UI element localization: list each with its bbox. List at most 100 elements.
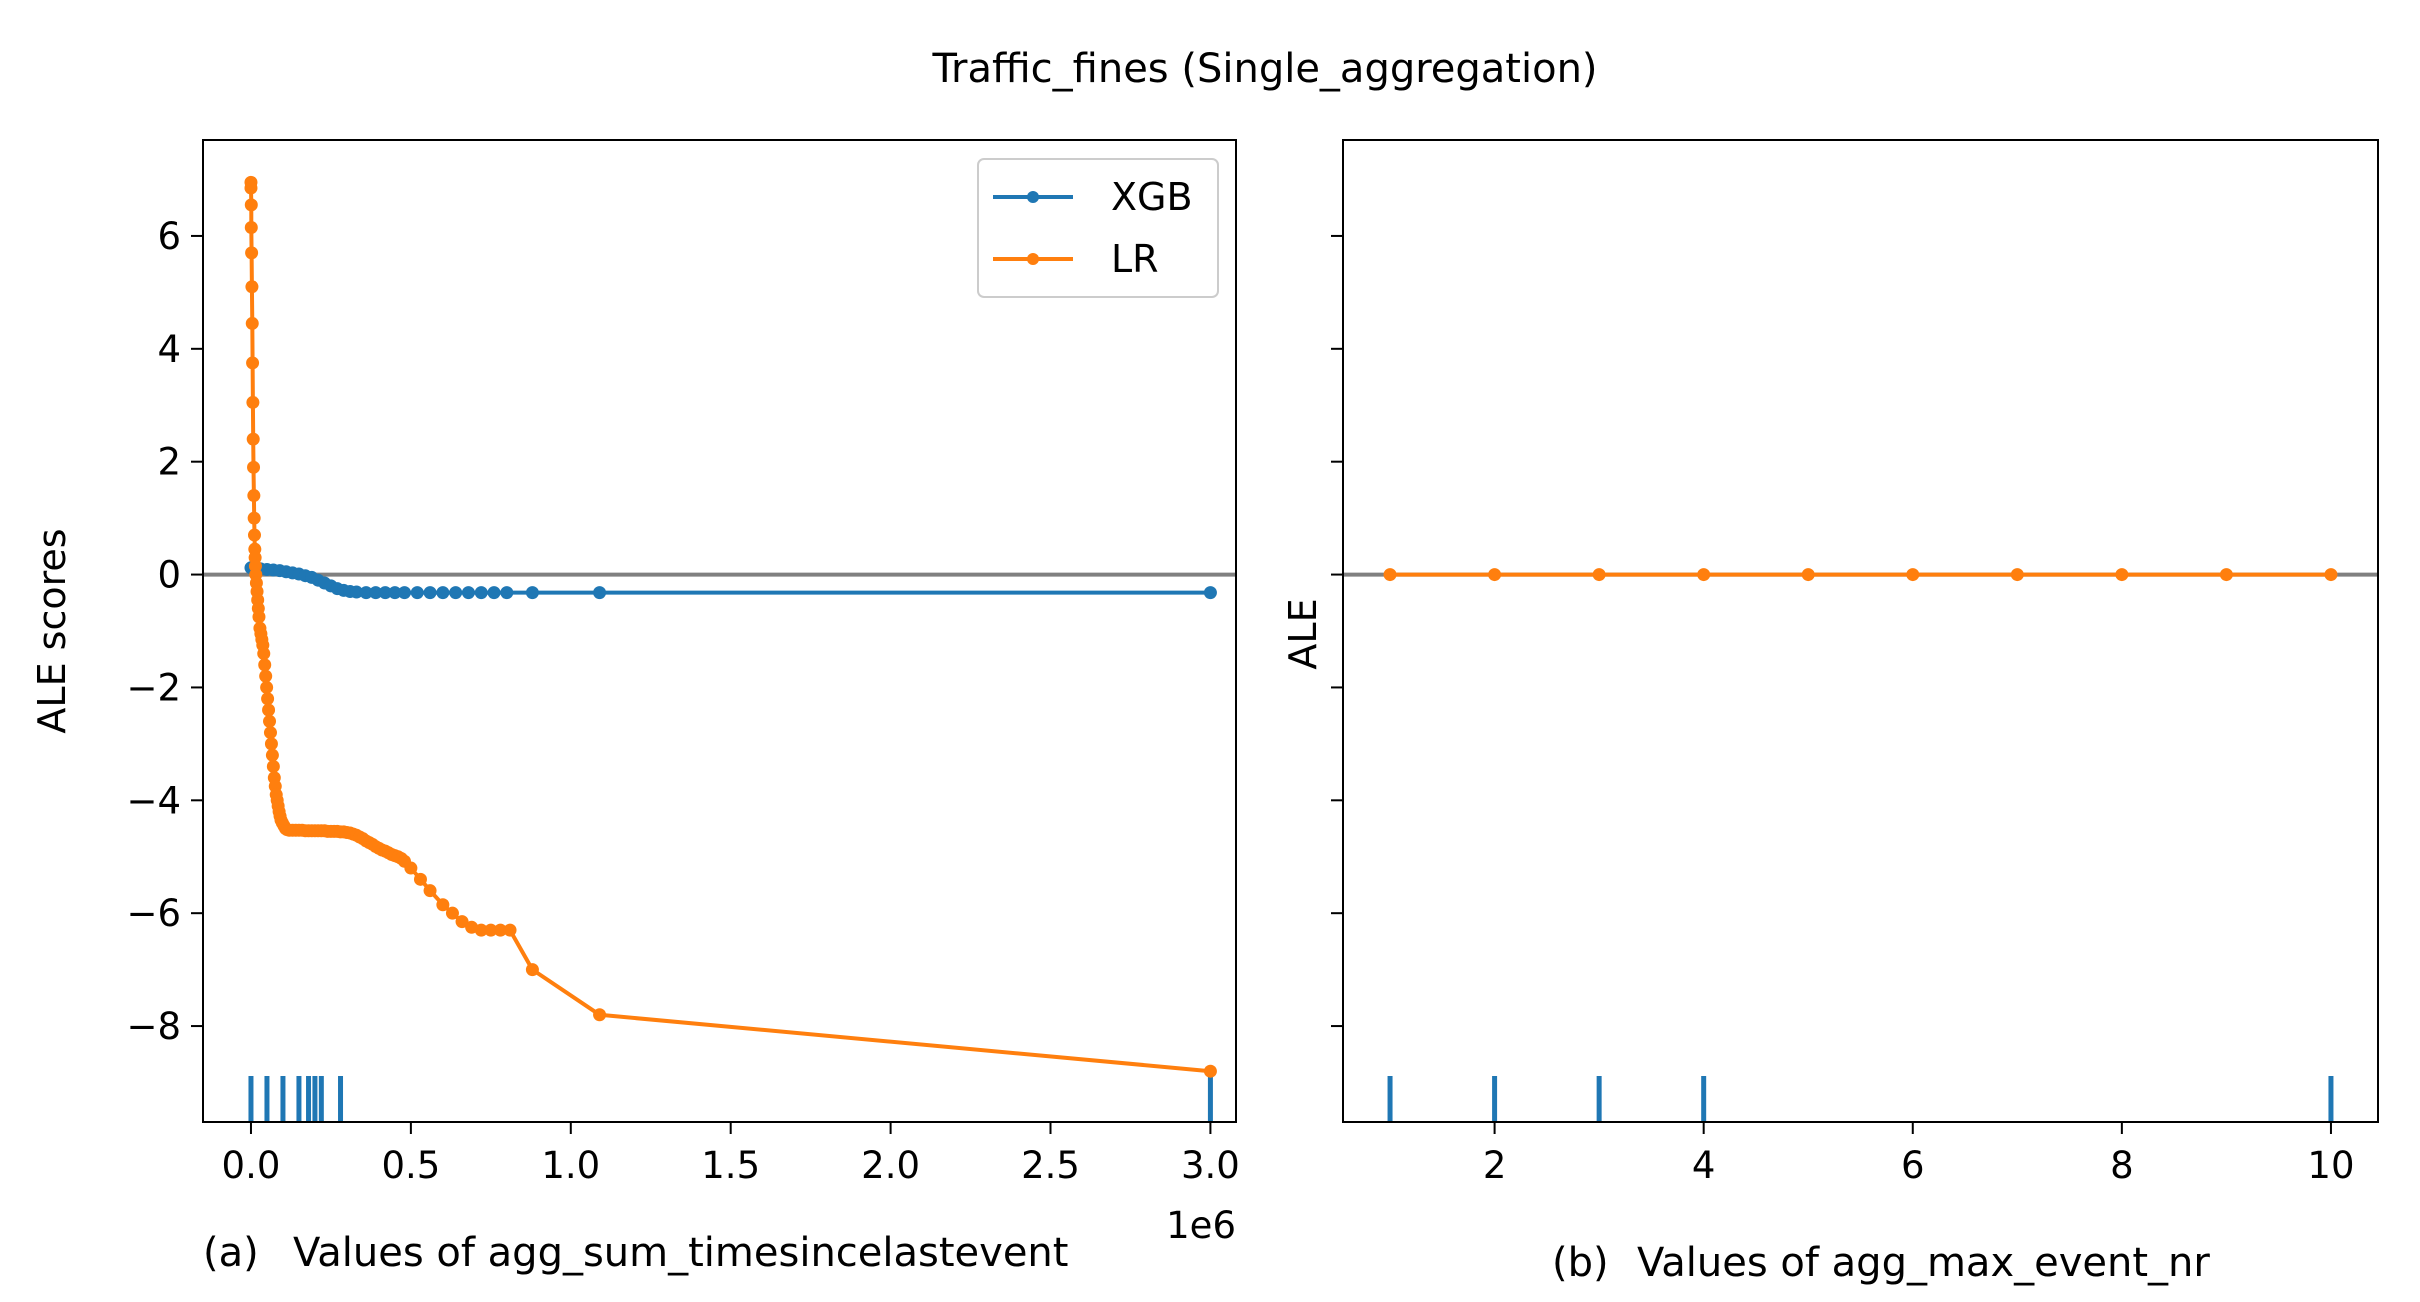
panel-a: 0.0 0.5 1.0 1.5 2.0 2.5 3.0 −8 −6 −4 −2 0 2 4 6 1e6 A… xyxy=(30,139,1240,1276)
point-lr-a-31 xyxy=(261,692,275,706)
x-tick-label-b-0: 2 xyxy=(1483,1144,1507,1187)
y-tick-label-a-2: −4 xyxy=(126,779,181,822)
rug-b xyxy=(1387,1076,2334,1122)
point-lr-a-2 xyxy=(244,198,258,212)
point-lr-b-6 xyxy=(2010,568,2024,582)
point-lr-a-87 xyxy=(404,861,418,875)
point-lr-b-3 xyxy=(1697,568,1711,582)
point-lr-b-1 xyxy=(1488,568,1502,582)
point-lr-a-88 xyxy=(413,872,427,886)
x-tick-label-a-3: 1.5 xyxy=(701,1144,760,1187)
x-tick-label-b-3: 8 xyxy=(2110,1144,2134,1187)
figure-title: Traffic_fines (Single_aggregation) xyxy=(931,46,1597,92)
point-lr-a-5 xyxy=(245,280,259,294)
point-lr-a-4 xyxy=(245,246,259,260)
y-tick-label-a-1: −6 xyxy=(126,892,181,935)
point-xgb-a-32 xyxy=(525,586,539,600)
point-lr-b-5 xyxy=(1906,568,1920,582)
point-lr-b-7 xyxy=(2115,568,2129,582)
point-xgb-a-34 xyxy=(1203,586,1217,600)
x-tick-label-a-1: 0.5 xyxy=(381,1144,440,1187)
point-lr-a-28 xyxy=(258,658,272,672)
x-tick-label-a-6: 3.0 xyxy=(1181,1144,1240,1187)
legend-box xyxy=(977,158,1219,298)
point-lr-a-94 xyxy=(474,923,488,937)
y-tick-label-a-7: 6 xyxy=(157,215,181,258)
y-ticks-a: −8 −6 −4 −2 0 2 4 6 xyxy=(126,215,203,1048)
point-lr-a-12 xyxy=(247,511,261,525)
point-lr-a-32 xyxy=(262,703,276,717)
legend-label-lr: LR xyxy=(1111,237,1159,281)
x-ticks-a: 0.0 0.5 1.0 1.5 2.0 2.5 3.0 xyxy=(222,1122,1240,1187)
point-lr-a-97 xyxy=(503,923,517,937)
point-lr-a-33 xyxy=(263,714,277,728)
point-lr-a-95 xyxy=(484,923,498,937)
legend-dot-xgb xyxy=(1027,191,1039,203)
point-xgb-a-24 xyxy=(410,586,424,600)
point-lr-a-11 xyxy=(247,489,261,503)
y-ticks-b xyxy=(1331,234,1343,1028)
x-tick-label-a-5: 2.5 xyxy=(1021,1144,1080,1187)
plot-frame-b xyxy=(1342,139,2379,1123)
y-tick-label-a-5: 2 xyxy=(157,441,181,484)
rug-a xyxy=(248,1076,1213,1122)
point-lr-b-0 xyxy=(1383,568,1397,582)
point-lr-a-91 xyxy=(445,906,459,920)
point-lr-a-99 xyxy=(593,1008,607,1022)
point-lr-a-13 xyxy=(247,528,261,542)
point-lr-a-7 xyxy=(246,356,260,370)
point-lr-a-9 xyxy=(246,432,260,446)
x-tick-label-b-2: 6 xyxy=(1901,1144,1925,1187)
y-axis-label-a: ALE scores xyxy=(30,528,74,733)
point-xgb-a-28 xyxy=(461,586,475,600)
panel-b: 2 4 6 8 10 ALE (b) Values of agg_max_event_n… xyxy=(1281,139,2379,1286)
point-xgb-a-25 xyxy=(423,586,437,600)
point-lr-a-29 xyxy=(259,669,273,683)
panel-label-b: (b) xyxy=(1552,1240,1609,1286)
point-lr-a-89 xyxy=(423,884,437,898)
point-lr-a-10 xyxy=(247,460,261,474)
point-lr-b-9 xyxy=(2324,568,2338,582)
point-lr-b-4 xyxy=(1801,568,1815,582)
point-lr-a-3 xyxy=(244,220,258,234)
point-xgb-a-21 xyxy=(378,586,392,600)
y-tick-label-a-0: −8 xyxy=(126,1005,181,1048)
point-lr-a-34 xyxy=(263,726,277,740)
x-tick-label-b-1: 4 xyxy=(1692,1144,1716,1187)
point-xgb-a-23 xyxy=(397,586,411,600)
series-line-lr-a xyxy=(249,182,1211,1074)
x-tick-label-a-0: 0.0 xyxy=(222,1144,281,1187)
panel-label-a: (a) xyxy=(203,1230,259,1276)
point-lr-b-2 xyxy=(1592,568,1606,582)
point-lr-a-92 xyxy=(455,915,469,929)
x-tick-label-a-4: 2.0 xyxy=(861,1144,920,1187)
point-xgb-a-33 xyxy=(593,586,607,600)
x-ticks-b: 2 4 6 8 10 xyxy=(1483,1122,2355,1187)
y-tick-label-a-3: −2 xyxy=(126,666,181,709)
point-xgb-a-18 xyxy=(350,585,364,599)
point-lr-a-96 xyxy=(493,923,507,937)
point-xgb-a-26 xyxy=(436,586,450,600)
point-xgb-a-30 xyxy=(487,586,501,600)
point-lr-a-36 xyxy=(265,748,279,762)
series-a xyxy=(244,175,1217,1078)
series-b xyxy=(1383,568,2338,582)
point-lr-a-27 xyxy=(257,647,271,661)
point-lr-b-8 xyxy=(2219,568,2233,582)
x-offset-label-a: 1e6 xyxy=(1166,1204,1236,1247)
y-tick-label-a-4: 0 xyxy=(157,554,181,597)
point-xgb-a-20 xyxy=(369,586,383,600)
point-lr-a-30 xyxy=(260,680,274,694)
point-lr-a-35 xyxy=(264,737,278,751)
point-lr-a-100 xyxy=(1203,1064,1217,1078)
point-xgb-a-19 xyxy=(359,586,373,600)
point-lr-a-6 xyxy=(245,316,259,330)
plot-frame-a xyxy=(202,139,1237,1123)
legend: XGB LR xyxy=(977,158,1219,298)
point-lr-a-8 xyxy=(246,395,260,409)
legend-dot-lr xyxy=(1027,253,1039,265)
x-axis-label-a: Values of agg_sum_timesincelastevent xyxy=(293,1230,1068,1276)
point-lr-a-22 xyxy=(252,610,266,624)
point-xgb-a-31 xyxy=(500,586,514,600)
